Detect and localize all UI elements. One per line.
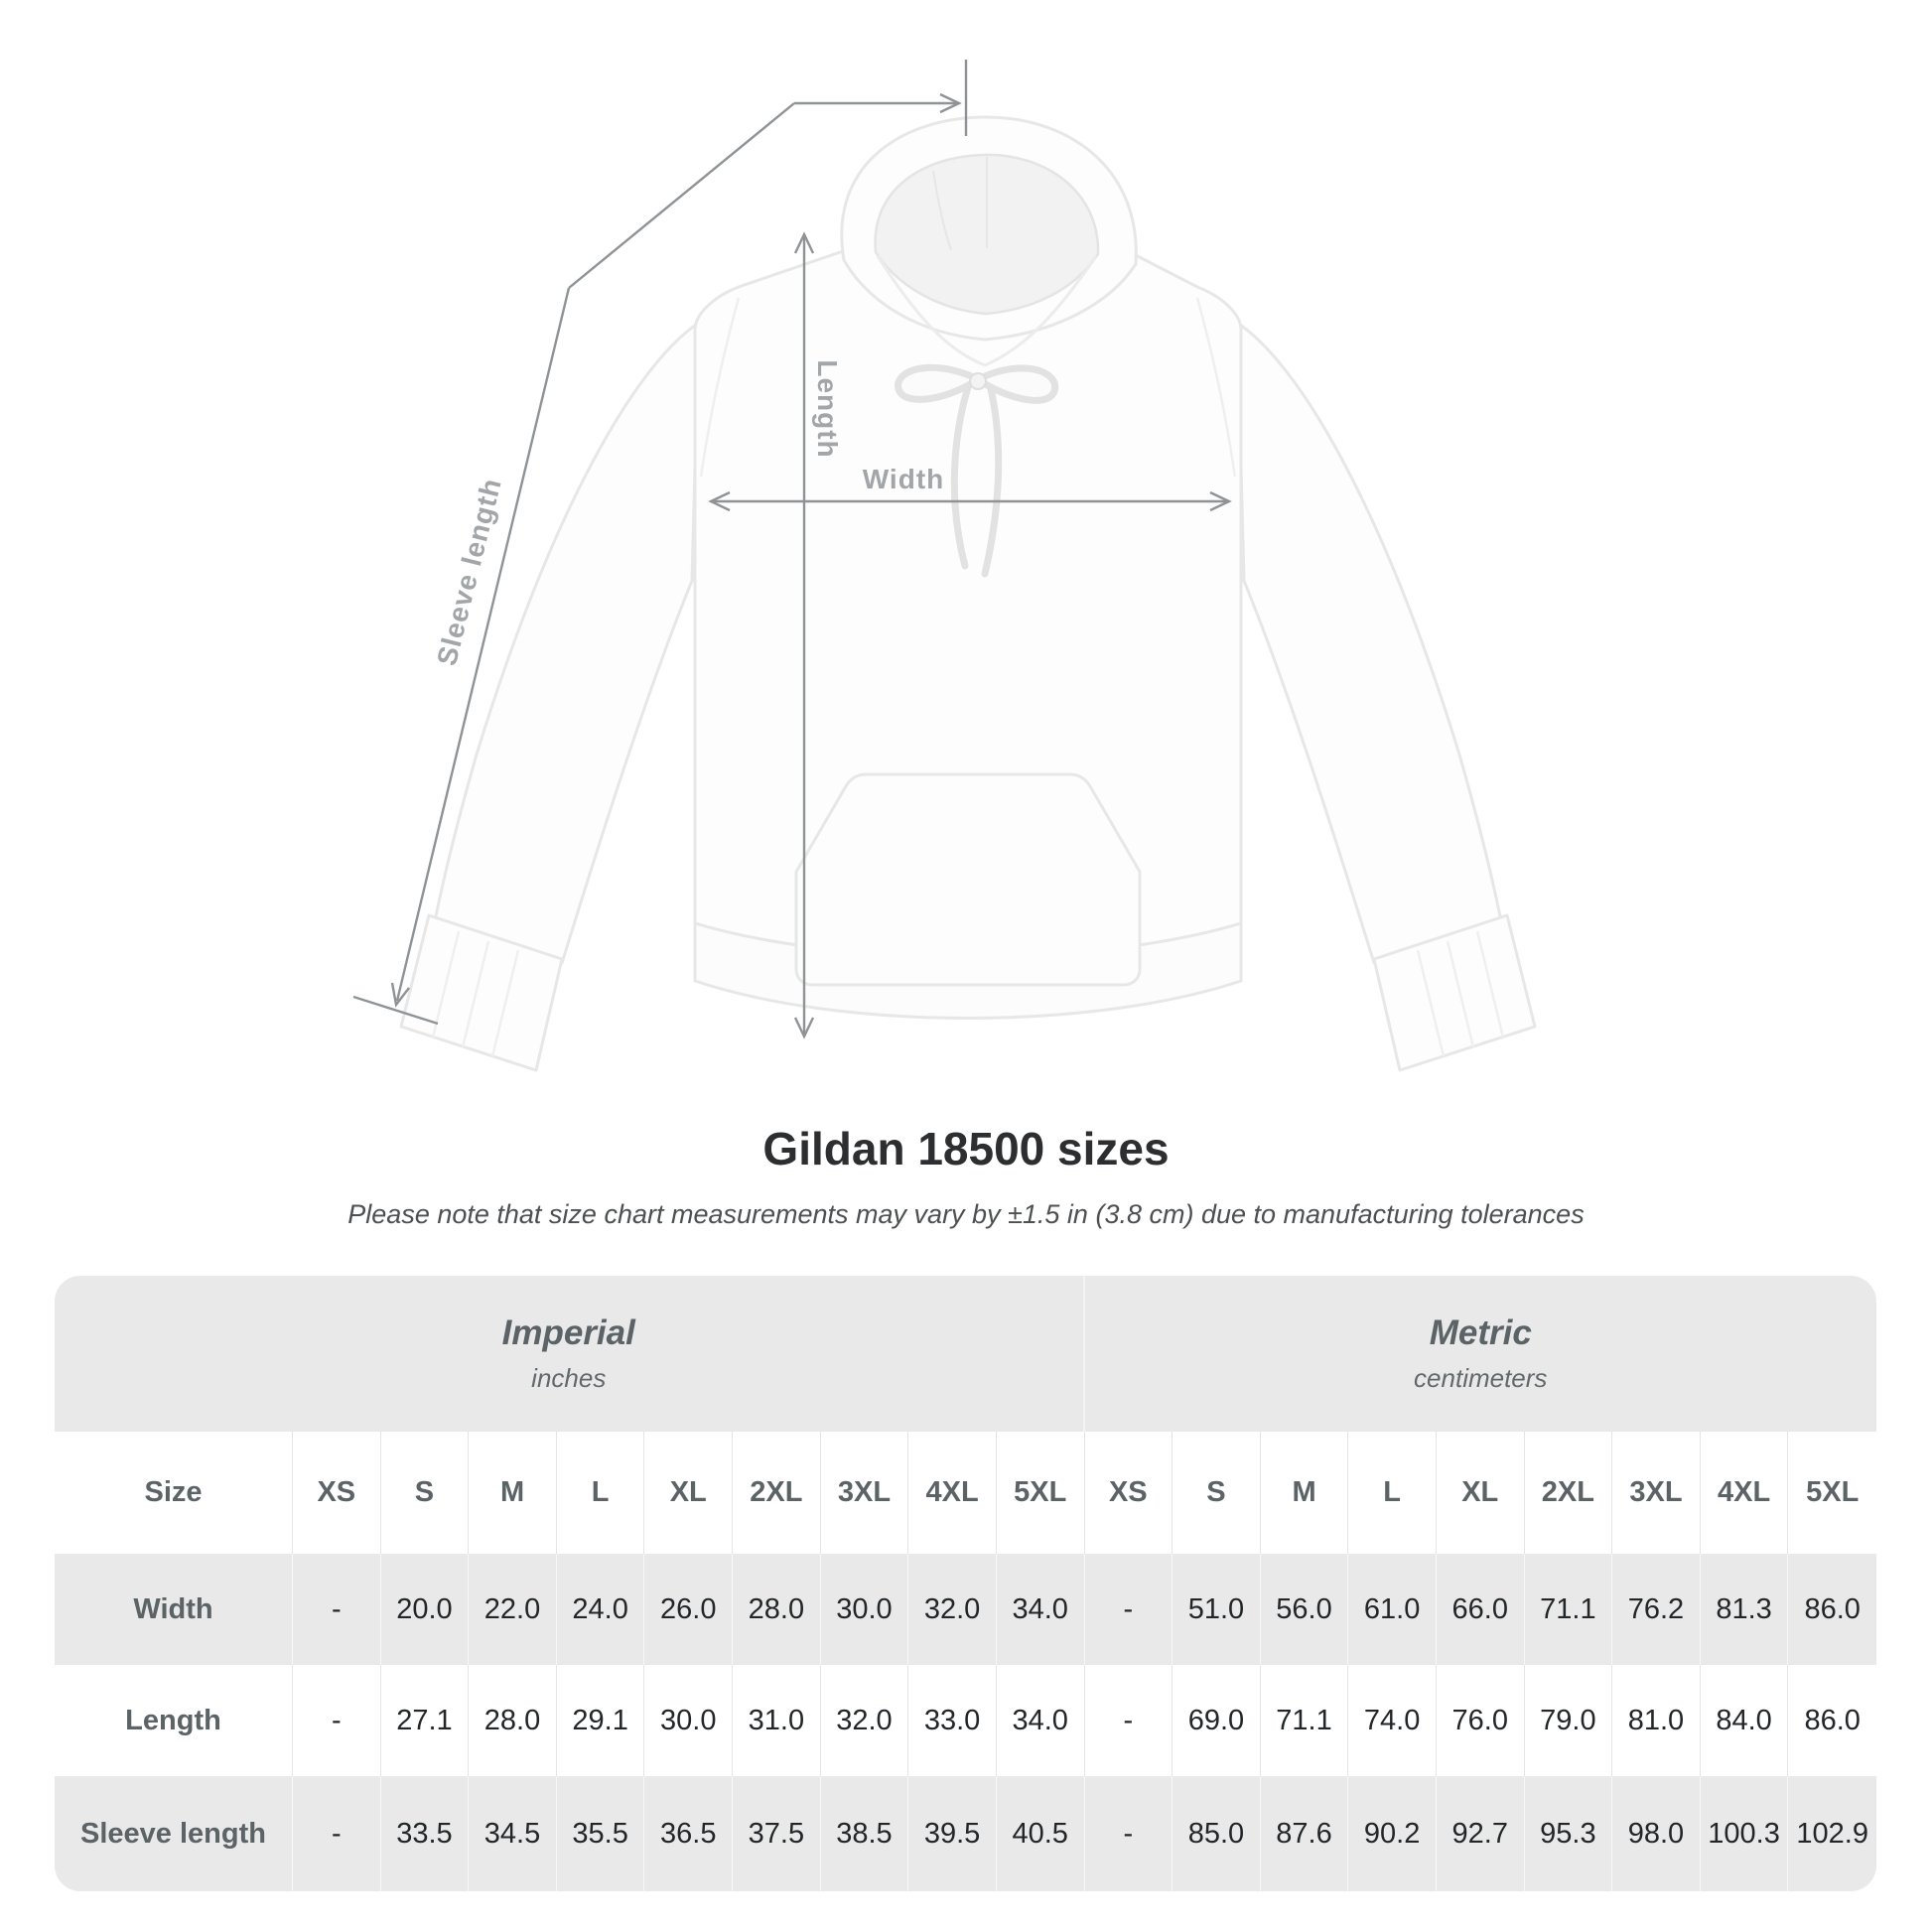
value-cell-metric: 100.3 <box>1701 1776 1789 1891</box>
value-cell-metric: 87.6 <box>1261 1776 1349 1891</box>
value-cell-imperial: 36.5 <box>644 1776 734 1891</box>
value-cell-imperial: 40.5 <box>997 1776 1085 1891</box>
unit-group-row: Imperial inches Metric centimeters <box>55 1276 1876 1432</box>
size-column-header-metric-5xl: 5XL <box>1806 1476 1860 1508</box>
value-cell-metric: 71.1 <box>1261 1665 1349 1776</box>
value-cell-imperial: 30.0 <box>644 1665 734 1776</box>
value-cell-imperial: 37.5 <box>733 1776 821 1891</box>
size-column-header-metric-xs: XS <box>1085 1432 1173 1554</box>
size-column-header-imperial-3xl: 3XL <box>821 1432 909 1554</box>
imperial-label: Imperial <box>501 1313 635 1353</box>
size-header-cell: Size <box>55 1432 293 1554</box>
row-label: Length <box>55 1665 293 1776</box>
value-cell-imperial: 29.1 <box>557 1665 645 1776</box>
value-cell-imperial: 35.5 <box>557 1776 645 1891</box>
value-cell-metric: 51.0 <box>1173 1554 1261 1665</box>
value-cell-imperial: - <box>293 1665 381 1776</box>
value-cell-imperial: 32.0 <box>908 1554 997 1665</box>
value-cell-metric: - <box>1085 1776 1173 1891</box>
value-cell-metric: 71.1 <box>1525 1554 1613 1665</box>
value-cell-metric: 98.0 <box>1612 1776 1701 1891</box>
value-cell-metric: 76.2 <box>1612 1554 1701 1665</box>
value-cell-imperial: 31.0 <box>733 1665 821 1776</box>
value-cell-metric: 66.0 <box>1437 1554 1525 1665</box>
value-cell-metric: 76.0 <box>1437 1665 1525 1776</box>
size-column-header-imperial-4xl: 4XL <box>908 1432 997 1554</box>
value-cell-metric: 86.0 <box>1804 1704 1861 1736</box>
value-cell-imperial: 27.1 <box>381 1665 470 1776</box>
value-cell-metric: 102.9 <box>1796 1817 1868 1850</box>
size-column-header-metric-l: L <box>1348 1432 1437 1554</box>
value-cell-metric: 86.0 <box>1804 1592 1861 1625</box>
size-column-header-metric-3xl: 3XL <box>1612 1432 1701 1554</box>
value-cell-imperial: - <box>293 1776 381 1891</box>
value-cell-imperial: 33.5 <box>381 1776 470 1891</box>
value-cell-metric: 81.3 <box>1701 1554 1789 1665</box>
size-column-header-imperial-xs: XS <box>293 1432 381 1554</box>
value-cell-imperial: 24.0 <box>557 1554 645 1665</box>
value-cell-imperial: 34.0 <box>997 1665 1085 1776</box>
size-column-header-imperial-s: S <box>381 1432 470 1554</box>
imperial-group-header: Imperial inches <box>55 1276 1085 1432</box>
length-dimension-label: Length <box>812 359 843 459</box>
size-table: Imperial inches Metric centimeters Size … <box>55 1276 1876 1891</box>
value-cell-metric: 79.0 <box>1525 1665 1613 1776</box>
value-cell-imperial: 22.0 <box>469 1554 557 1665</box>
value-cell-metric: 74.0 <box>1348 1665 1437 1776</box>
sleeve-length-dimension-label: Sleeve length <box>431 475 507 669</box>
value-cell-imperial: 33.0 <box>908 1665 997 1776</box>
value-cell-metric: 84.0 <box>1701 1665 1789 1776</box>
tolerance-note: Please note that size chart measurements… <box>347 1199 1585 1229</box>
value-cell-metric: 92.7 <box>1437 1776 1525 1891</box>
size-column-header-imperial-xl: XL <box>644 1432 734 1554</box>
value-cell-imperial: 30.0 <box>821 1554 909 1665</box>
table-row-width: Width -20.0 22.0 24.0 26.0 28.0 30.0 32.0 34.0-5… <box>55 1554 1876 1665</box>
row-label: Sleeve length <box>55 1776 293 1891</box>
value-cell-imperial: 38.5 <box>821 1776 909 1891</box>
value-cell-metric: 90.2 <box>1348 1776 1437 1891</box>
value-cell-imperial: 34.0 <box>997 1554 1085 1665</box>
size-column-header-imperial-l: L <box>557 1432 645 1554</box>
value-cell-imperial: 26.0 <box>644 1554 734 1665</box>
value-cell-metric: 95.3 <box>1525 1776 1613 1891</box>
value-cell-imperial: 28.0 <box>469 1665 557 1776</box>
metric-unit-label: centimeters <box>1414 1362 1548 1393</box>
page-title: Gildan 18500 sizes <box>762 1123 1170 1174</box>
value-cell-imperial: 39.5 <box>908 1776 997 1891</box>
size-column-header-imperial-5xl: 5XL <box>997 1432 1085 1554</box>
value-cell-imperial: 32.0 <box>821 1665 909 1776</box>
width-dimension-label: Width <box>862 464 945 494</box>
table-row-sleeve-length: Sleeve length -33.5 34.5 35.5 36.5 37.5 38.5 39… <box>55 1776 1876 1891</box>
value-cell-metric: 85.0 <box>1173 1776 1261 1891</box>
value-cell-imperial: - <box>293 1554 381 1665</box>
value-cell-imperial: 20.0 <box>381 1554 470 1665</box>
size-column-header-metric-m: M <box>1261 1432 1349 1554</box>
row-label: Width <box>55 1554 293 1665</box>
value-cell-imperial: 28.0 <box>733 1554 821 1665</box>
value-cell-metric: 56.0 <box>1261 1554 1349 1665</box>
metric-label: Metric <box>1429 1313 1532 1353</box>
value-cell-metric: 61.0 <box>1348 1554 1437 1665</box>
value-cell-metric: 69.0 <box>1173 1665 1261 1776</box>
value-cell-imperial: 34.5 <box>469 1776 557 1891</box>
hoodie-illustration <box>352 60 1537 1072</box>
size-column-header-imperial-2xl: 2XL <box>733 1432 821 1554</box>
size-column-header-metric-xl: XL <box>1437 1432 1525 1554</box>
size-column-header-metric-2xl: 2XL <box>1525 1432 1613 1554</box>
column-header-row: Size XS S M L XL 2XL 3XL 4XL 5XL XS S M L XL 2XL 3XL 4XL… <box>55 1432 1876 1554</box>
value-cell-metric: - <box>1085 1554 1173 1665</box>
metric-group-header: Metric centimeters <box>1085 1276 1877 1432</box>
size-column-header-metric-s: S <box>1173 1432 1261 1554</box>
table-row-length: Length -27.1 28.0 29.1 30.0 31.0 32.0 33.0 34.0-… <box>55 1665 1876 1776</box>
value-cell-metric: - <box>1085 1665 1173 1776</box>
value-cell-metric: 81.0 <box>1612 1665 1701 1776</box>
imperial-unit-label: inches <box>531 1362 607 1393</box>
size-column-header-imperial-m: M <box>469 1432 557 1554</box>
size-column-header-metric-4xl: 4XL <box>1701 1432 1789 1554</box>
